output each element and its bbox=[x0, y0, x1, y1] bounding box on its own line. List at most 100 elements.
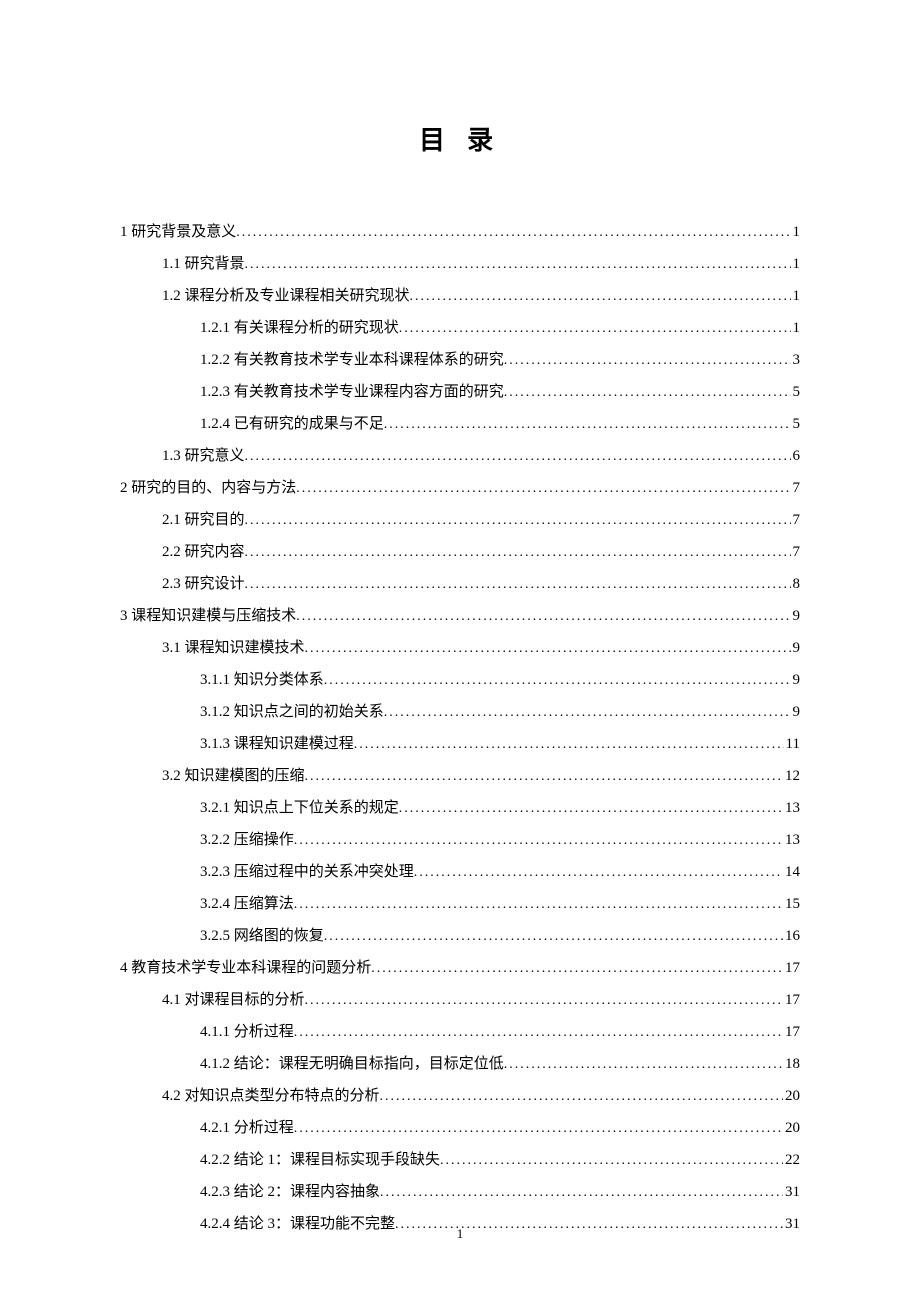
toc-entry-label: 3.2.3 压缩过程中的关系冲突处理 bbox=[200, 857, 414, 887]
toc-entry-page: 8 bbox=[791, 569, 801, 599]
toc-entry: 1.1 研究背景 1 bbox=[120, 249, 800, 279]
toc-entry-page: 20 bbox=[783, 1113, 800, 1143]
toc-leader-dots bbox=[380, 1081, 783, 1111]
toc-leader-dots bbox=[384, 409, 791, 439]
toc-leader-dots bbox=[245, 441, 791, 471]
toc-entry: 3.1.1 知识分类体系 9 bbox=[120, 665, 800, 695]
toc-entry: 1.3 研究意义 6 bbox=[120, 441, 800, 471]
toc-entry-label: 3.2.5 网络图的恢复 bbox=[200, 921, 324, 951]
toc-entry: 4.1.1 分析过程17 bbox=[120, 1017, 800, 1047]
toc-entry-page: 31 bbox=[783, 1177, 800, 1207]
toc-leader-dots bbox=[324, 921, 783, 951]
toc-entry-label: 3 课程知识建模与压缩技术 bbox=[120, 601, 296, 631]
toc-entry: 4.2.2 结论 1：课程目标实现手段缺失22 bbox=[120, 1145, 800, 1175]
toc-leader-dots bbox=[384, 697, 791, 727]
toc-leader-dots bbox=[504, 1049, 783, 1079]
toc-entry-page: 17 bbox=[783, 953, 800, 983]
toc-entry-page: 7 bbox=[791, 505, 801, 535]
toc-entry-label: 1.1 研究背景 bbox=[162, 249, 245, 279]
page-number: 1 bbox=[0, 1226, 920, 1242]
toc-entry-page: 18 bbox=[783, 1049, 800, 1079]
toc-entry-label: 4.2 对知识点类型分布特点的分析 bbox=[162, 1081, 380, 1111]
toc-entry-page: 1 bbox=[791, 217, 801, 247]
toc-entry-label: 3.2.2 压缩操作 bbox=[200, 825, 294, 855]
toc-entry-page: 3 bbox=[791, 345, 801, 375]
toc-leader-dots bbox=[414, 857, 783, 887]
toc-entry: 2.1 研究目的 7 bbox=[120, 505, 800, 535]
toc-entry-page: 14 bbox=[783, 857, 800, 887]
toc-entry: 2 研究的目的、内容与方法 7 bbox=[120, 473, 800, 503]
toc-leader-dots bbox=[371, 953, 783, 983]
toc-entry-label: 3.1.1 知识分类体系 bbox=[200, 665, 324, 695]
toc-entry-page: 20 bbox=[783, 1081, 800, 1111]
toc-entry-label: 2 研究的目的、内容与方法 bbox=[120, 473, 296, 503]
toc-leader-dots bbox=[305, 985, 783, 1015]
toc-entry: 2.2 研究内容7 bbox=[120, 537, 800, 567]
toc-entry-label: 4.2.3 结论 2：课程内容抽象 bbox=[200, 1177, 380, 1207]
toc-entry: 3.2.5 网络图的恢复 16 bbox=[120, 921, 800, 951]
toc-entry: 1.2.2 有关教育技术学专业本科课程体系的研究 3 bbox=[120, 345, 800, 375]
toc-leader-dots bbox=[245, 505, 791, 535]
toc-entry-page: 7 bbox=[791, 473, 801, 503]
toc-entry-label: 1.3 研究意义 bbox=[162, 441, 245, 471]
toc-entry: 3.2.3 压缩过程中的关系冲突处理 14 bbox=[120, 857, 800, 887]
toc-leader-dots bbox=[245, 537, 791, 567]
toc-entry: 4.1.2 结论：课程无明确目标指向，目标定位低18 bbox=[120, 1049, 800, 1079]
toc-entry: 1.2.3 有关教育技术学专业课程内容方面的研究 5 bbox=[120, 377, 800, 407]
toc-entry-label: 3.2.1 知识点上下位关系的规定 bbox=[200, 793, 399, 823]
toc-entry-page: 5 bbox=[791, 377, 801, 407]
toc-entry: 3.2.2 压缩操作 13 bbox=[120, 825, 800, 855]
toc-entry-page: 13 bbox=[783, 793, 800, 823]
toc-entry-label: 1.2.1 有关课程分析的研究现状 bbox=[200, 313, 399, 343]
toc-entry: 4 教育技术学专业本科课程的问题分析 17 bbox=[120, 953, 800, 983]
toc-entry-page: 9 bbox=[791, 633, 801, 663]
toc-leader-dots bbox=[410, 281, 791, 311]
toc-entry-page: 12 bbox=[783, 761, 800, 791]
toc-entry-label: 4.2.2 结论 1：课程目标实现手段缺失 bbox=[200, 1145, 440, 1175]
toc-entry-label: 4.1 对课程目标的分析 bbox=[162, 985, 305, 1015]
toc-leader-dots bbox=[296, 473, 790, 503]
toc-entry-page: 6 bbox=[791, 441, 801, 471]
toc-entry-label: 4.2.1 分析过程 bbox=[200, 1113, 294, 1143]
toc-leader-dots bbox=[294, 1113, 783, 1143]
toc-leader-dots bbox=[305, 633, 791, 663]
toc-entry-page: 5 bbox=[791, 409, 801, 439]
toc-leader-dots bbox=[294, 889, 783, 919]
toc-entry-page: 1 bbox=[791, 281, 801, 311]
toc-entry: 2.3 研究设计8 bbox=[120, 569, 800, 599]
toc-leader-dots bbox=[399, 313, 791, 343]
toc-entry-page: 15 bbox=[783, 889, 800, 919]
toc-entry-label: 1.2.3 有关教育技术学专业课程内容方面的研究 bbox=[200, 377, 504, 407]
toc-leader-dots bbox=[324, 665, 791, 695]
toc-entry-label: 2.1 研究目的 bbox=[162, 505, 245, 535]
toc-entry: 3.2 知识建模图的压缩12 bbox=[120, 761, 800, 791]
toc-entry-label: 1.2.2 有关教育技术学专业本科课程体系的研究 bbox=[200, 345, 504, 375]
toc-entry: 4.2.1 分析过程 20 bbox=[120, 1113, 800, 1143]
toc-leader-dots bbox=[305, 761, 783, 791]
toc-entry: 3.1.2 知识点之间的初始关系9 bbox=[120, 697, 800, 727]
toc-entry: 1.2.1 有关课程分析的研究现状 1 bbox=[120, 313, 800, 343]
toc-entry-page: 1 bbox=[791, 249, 801, 279]
toc-leader-dots bbox=[236, 217, 790, 247]
toc-leader-dots bbox=[294, 825, 783, 855]
toc-entry-label: 4 教育技术学专业本科课程的问题分析 bbox=[120, 953, 371, 983]
toc-leader-dots bbox=[294, 1017, 783, 1047]
toc-entry: 1.2 课程分析及专业课程相关研究现状 1 bbox=[120, 281, 800, 311]
toc-entry: 4.1 对课程目标的分析17 bbox=[120, 985, 800, 1015]
toc-entry: 4.2.3 结论 2：课程内容抽象 31 bbox=[120, 1177, 800, 1207]
toc-entry-page: 1 bbox=[791, 313, 801, 343]
toc-entry-page: 9 bbox=[791, 665, 801, 695]
toc-leader-dots bbox=[504, 345, 791, 375]
toc-leader-dots bbox=[296, 601, 790, 631]
toc-leader-dots bbox=[354, 729, 784, 759]
toc-entry-label: 1.2 课程分析及专业课程相关研究现状 bbox=[162, 281, 410, 311]
toc-leader-dots bbox=[440, 1145, 783, 1175]
toc-entry-page: 16 bbox=[783, 921, 800, 951]
toc-leader-dots bbox=[504, 377, 791, 407]
toc-entry-page: 13 bbox=[783, 825, 800, 855]
toc-entry: 3.1.3 课程知识建模过程11 bbox=[120, 729, 800, 759]
toc-entry-label: 4.1.1 分析过程 bbox=[200, 1017, 294, 1047]
toc-entry-label: 3.1.3 课程知识建模过程 bbox=[200, 729, 354, 759]
toc-entry: 3.2.4 压缩算法15 bbox=[120, 889, 800, 919]
toc-entry-page: 9 bbox=[791, 697, 801, 727]
